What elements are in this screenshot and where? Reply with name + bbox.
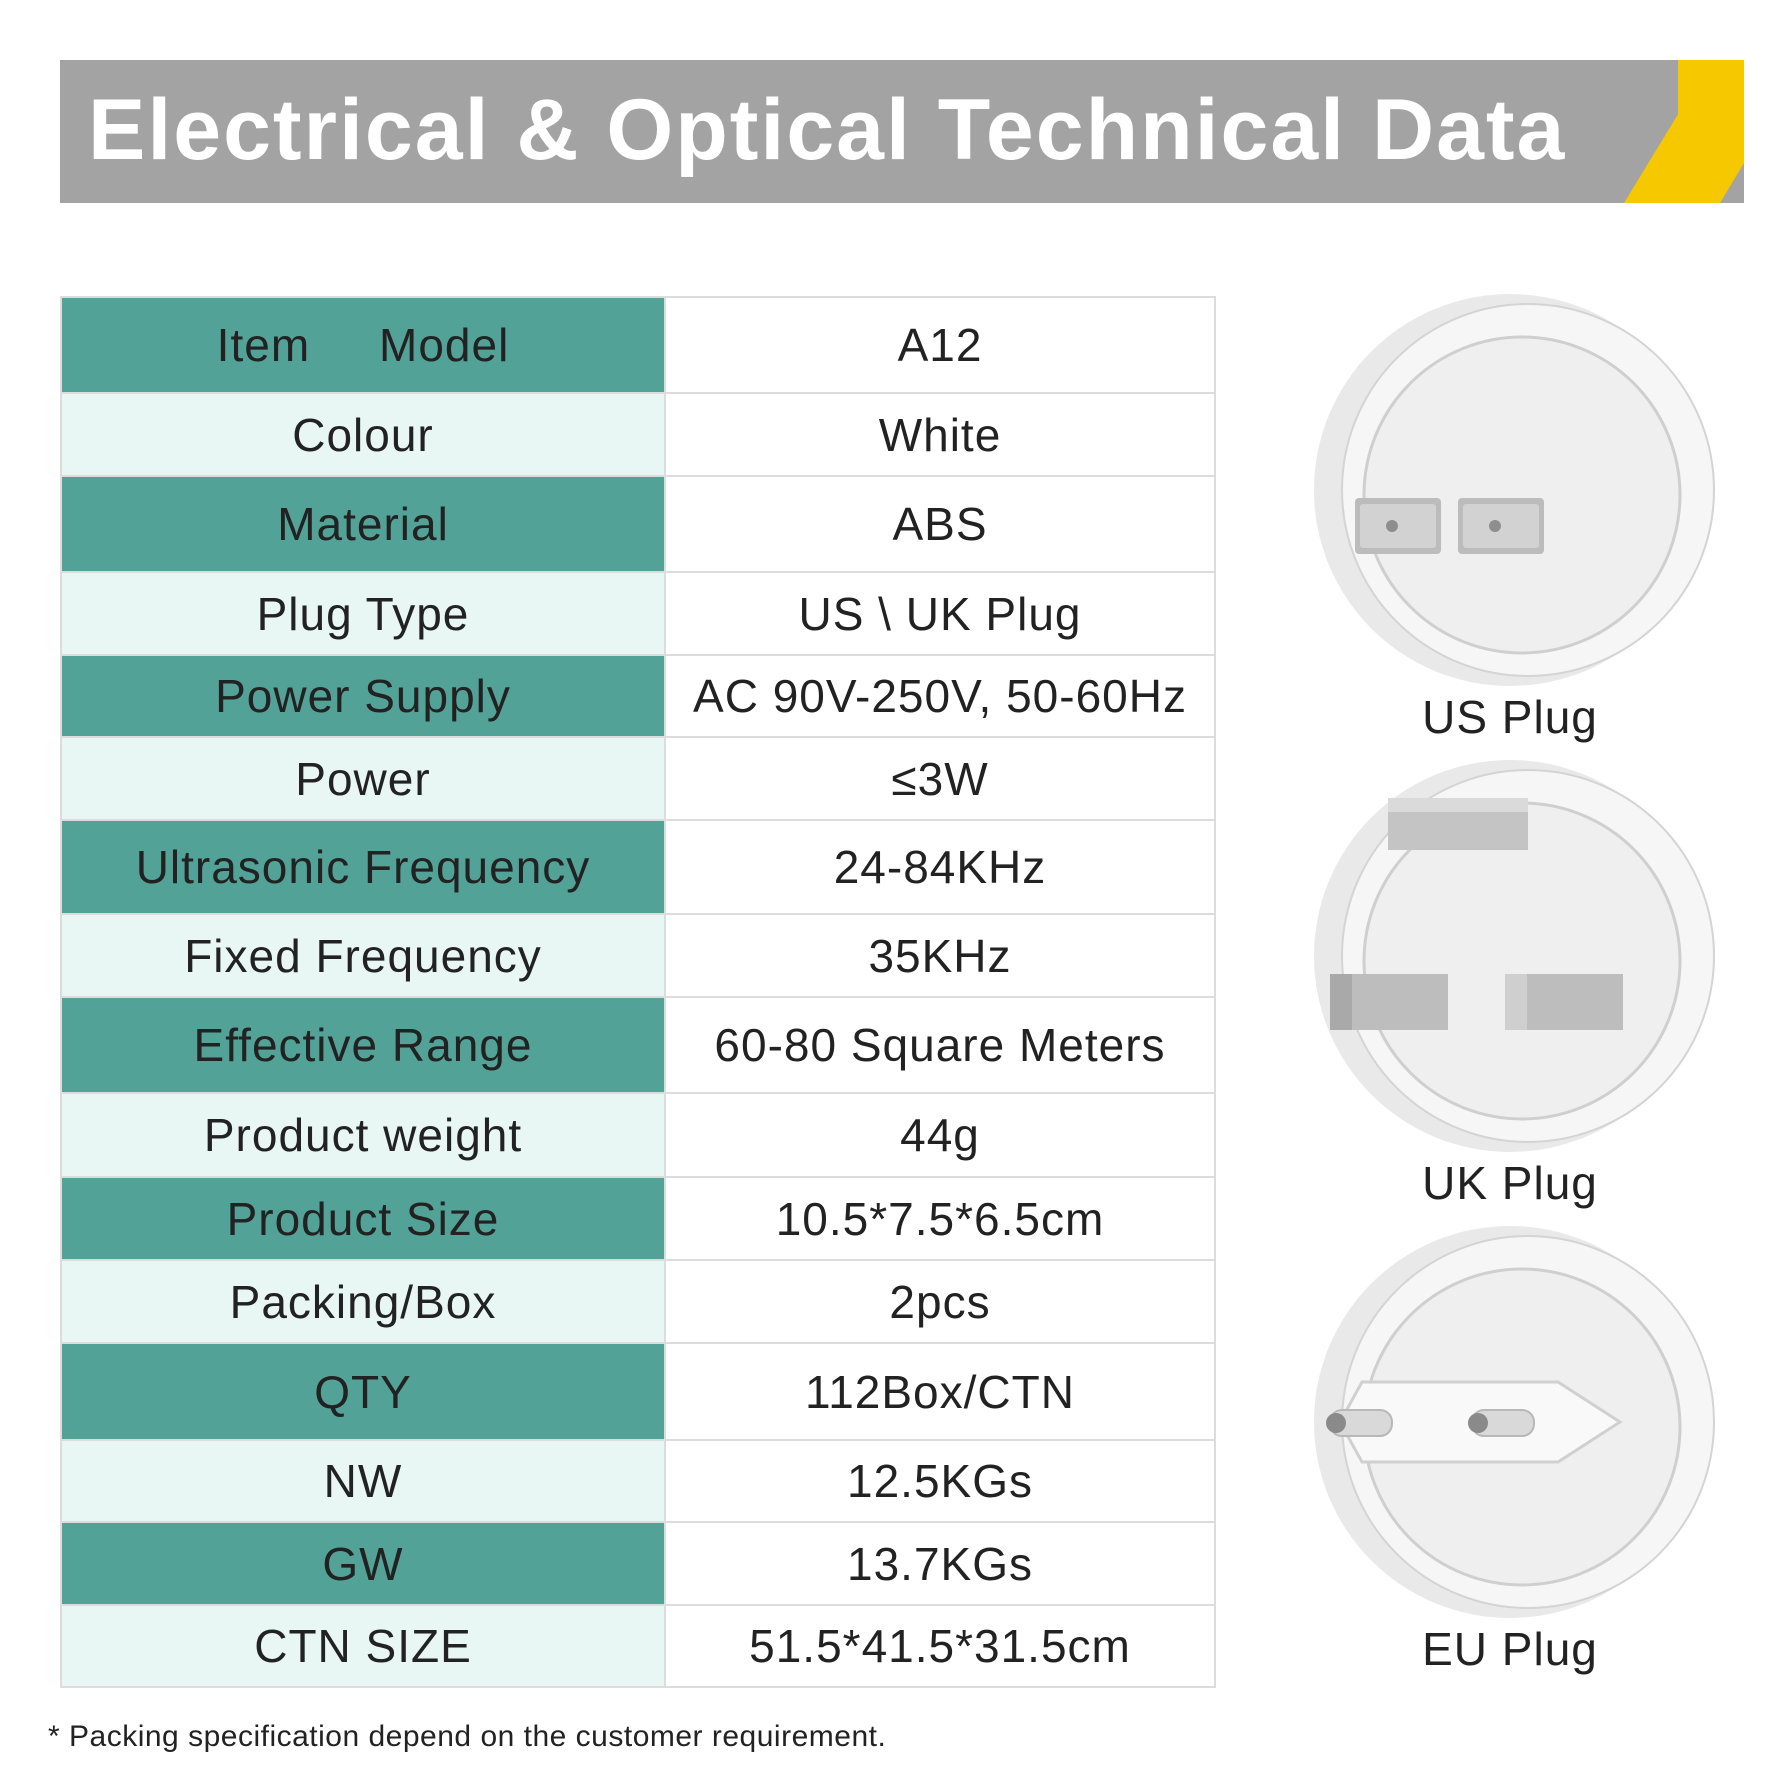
table-row: Effective Range 60-80 Square Meters [60, 996, 1216, 1094]
page-title: Electrical & Optical Technical Data [88, 82, 1567, 178]
plug-caption: EU Plug [1422, 1623, 1598, 1675]
spec-label: Fixed Frequency [60, 913, 666, 998]
spec-label: Colour [60, 392, 666, 477]
spec-label: NW [60, 1439, 666, 1523]
spec-value: ≤3W [664, 736, 1216, 821]
spec-label: Product Size [60, 1176, 666, 1261]
plug-gallery: US Plug UK Plug EU Plug [1290, 290, 1730, 1688]
spec-value: A12 [664, 296, 1216, 394]
spec-label: Power Supply [60, 654, 666, 738]
eu-plug-icon [1314, 1226, 1715, 1618]
plug-card-us: US Plug [1290, 290, 1730, 756]
spec-value: 44g [664, 1092, 1216, 1178]
spec-label: Material [60, 475, 666, 573]
table-row: Power ≤3W [60, 736, 1216, 821]
table-row: GW 13.7KGs [60, 1521, 1216, 1606]
spec-label: Packing/Box [60, 1259, 666, 1344]
spec-label: GW [60, 1521, 666, 1606]
plug-card-uk: UK Plug [1290, 756, 1730, 1222]
table-row: Material ABS [60, 475, 1216, 573]
spec-value: US \ UK Plug [664, 571, 1216, 656]
spec-value: 51.5*41.5*31.5cm [664, 1604, 1216, 1688]
spec-label: Plug Type [60, 571, 666, 656]
table-row: Product weight 44g [60, 1092, 1216, 1178]
spec-label: Power [60, 736, 666, 821]
spec-value: 60-80 Square Meters [664, 996, 1216, 1094]
us-plug-icon [1314, 294, 1715, 686]
table-row: Plug Type US \ UK Plug [60, 571, 1216, 656]
spec-table: Item Model A12 Colour White Material ABS… [60, 296, 1216, 1688]
table-row: Packing/Box 2pcs [60, 1259, 1216, 1344]
spec-label: Item Model [60, 296, 666, 394]
table-row: Fixed Frequency 35KHz [60, 913, 1216, 998]
spec-value: 13.7KGs [664, 1521, 1216, 1606]
footnote: * Packing specification depend on the cu… [48, 1720, 887, 1753]
spec-value: 12.5KGs [664, 1439, 1216, 1523]
spec-value: 112Box/CTN [664, 1342, 1216, 1441]
table-row: Product Size 10.5*7.5*6.5cm [60, 1176, 1216, 1261]
title-banner: Electrical & Optical Technical Data [60, 60, 1744, 203]
uk-plug-icon [1314, 760, 1715, 1152]
spec-label: Ultrasonic Frequency [60, 819, 666, 915]
banner-background [60, 60, 1744, 203]
spec-value: 35KHz [664, 913, 1216, 998]
table-row: CTN SIZE 51.5*41.5*31.5cm [60, 1604, 1216, 1688]
table-row: Colour White [60, 392, 1216, 477]
table-row: NW 12.5KGs [60, 1439, 1216, 1523]
spec-value: ABS [664, 475, 1216, 573]
spec-value: White [664, 392, 1216, 477]
table-row: QTY 112Box/CTN [60, 1342, 1216, 1441]
spec-value: 2pcs [664, 1259, 1216, 1344]
plug-caption: UK Plug [1422, 1157, 1598, 1209]
spec-value: 10.5*7.5*6.5cm [664, 1176, 1216, 1261]
plug-caption: US Plug [1422, 691, 1598, 743]
spec-label: Effective Range [60, 996, 666, 1094]
plug-card-eu: EU Plug [1290, 1222, 1730, 1688]
table-row: Ultrasonic Frequency 24-84KHz [60, 819, 1216, 915]
spec-label: QTY [60, 1342, 666, 1441]
spec-value: 24-84KHz [664, 819, 1216, 915]
spec-value: AC 90V-250V, 50-60Hz [664, 654, 1216, 738]
table-row: Power Supply AC 90V-250V, 50-60Hz [60, 654, 1216, 738]
spec-label: CTN SIZE [60, 1604, 666, 1688]
table-row: Item Model A12 [60, 296, 1216, 394]
spec-label: Product weight [60, 1092, 666, 1178]
